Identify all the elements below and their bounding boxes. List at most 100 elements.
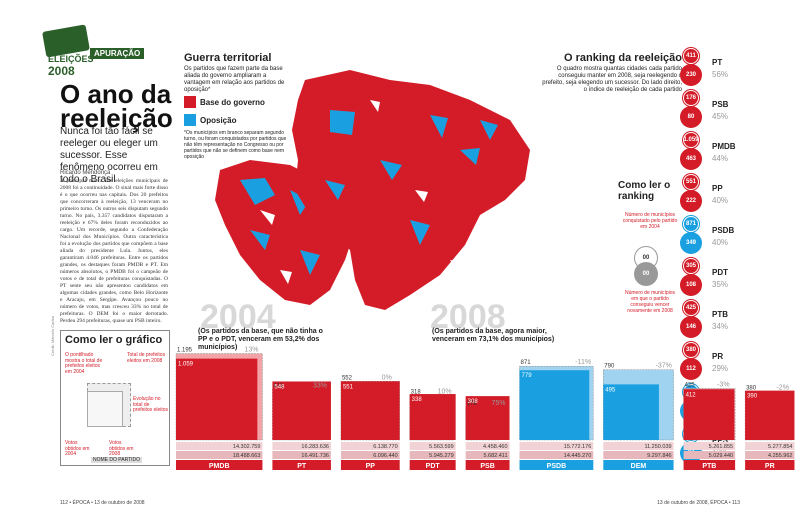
rank-party: PT (712, 58, 723, 67)
bar-2008 (465, 396, 510, 440)
bar-label-2008: 1.059 (178, 362, 194, 368)
change-label: 13% (244, 347, 258, 354)
year-2008: 2008 (430, 298, 506, 336)
votes-2004: 5.563.599 (429, 444, 453, 450)
rank-circle-2004: 380 (683, 342, 699, 358)
rank-party: PSB (712, 100, 729, 109)
votes-2004-bg (745, 442, 795, 450)
change-label: 10% (438, 388, 452, 395)
elections-badge: APURAÇÃO ELEIÇÕES 2008 (34, 22, 145, 78)
rank-party: PTB (712, 310, 728, 319)
votes-2008-bg (603, 451, 674, 459)
how-ranking-top: Número de municípios conquistado pelo pa… (622, 212, 678, 230)
party-tag (176, 460, 263, 470)
votes-2008: 9.297.846 (647, 453, 671, 459)
votes-2004-bg (519, 442, 594, 450)
article-body: A principal marca das eleições municipai… (60, 178, 168, 324)
howto-note5: Votos obtidos em 2008 (109, 440, 134, 457)
bar-2008 (603, 384, 659, 440)
change-label: 0% (382, 374, 392, 381)
bar-2008 (519, 370, 590, 440)
rank-party: PDT (712, 268, 728, 277)
party-name: PDT (426, 463, 441, 470)
party-tag (683, 460, 736, 470)
votes-2004-bg (409, 442, 456, 450)
bar-label-2008: 390 (747, 394, 758, 400)
bar-2008 (683, 389, 735, 440)
change-label: 33% (313, 382, 327, 389)
rank-circle-2008: 463 (680, 148, 702, 170)
bar-label-2008: 495 (605, 387, 616, 393)
bar-label-2004: 790 (604, 364, 615, 370)
party-name: PP (366, 463, 376, 470)
howto-note4: Votos obtidos em 2004 (65, 440, 90, 457)
votes-2008: 14.445.270 (564, 453, 592, 459)
votes-2004-bg (465, 442, 510, 450)
change-label: 75% (492, 400, 506, 407)
footer-left: 112 • ÉPOCA • 13 de outubro de 2008 (60, 500, 145, 506)
party-name: PSB (480, 463, 494, 470)
rank-circle-2008: 230 (680, 64, 702, 86)
rank-party: PP (712, 184, 723, 193)
change-label: -3% (717, 381, 729, 388)
page-title: O ano da reeleição (60, 79, 173, 133)
bar-2008 (272, 381, 331, 440)
rank-pct: 40% (712, 238, 729, 247)
ranking-title: O ranking da reeleição (564, 52, 682, 64)
footer-right: 13 de outubro de 2008, ÉPOCA • 113 (657, 500, 740, 506)
rank-party: PMDB (712, 142, 736, 151)
how-ranking-title: Como ler o ranking (618, 180, 671, 202)
ranking-desc: O quadro mostra quantas cidades cada par… (542, 66, 682, 93)
rank-pct: 56% (712, 70, 729, 79)
votes-2008-bg (340, 451, 400, 459)
rank-circle-2004: 425 (683, 300, 699, 316)
bar-label-2008: 338 (412, 397, 423, 403)
howto-note3: Evolução no total de prefeitos eleitos (133, 396, 169, 413)
rank-pct: 29% (712, 364, 729, 373)
legend-label-opposition: Oposição (200, 116, 237, 125)
votes-2004: 11.250.039 (644, 444, 671, 450)
bar-2008 (340, 381, 400, 440)
bar-label-2008: 779 (522, 373, 533, 379)
rank-pct: 45% (712, 112, 729, 121)
votes-2004-bg (340, 442, 400, 450)
rank-circle-2004: 871 (683, 216, 699, 232)
party-name: PTB (702, 463, 716, 470)
brazil-maps (215, 70, 530, 310)
votes-2008: 5.682.411 (483, 453, 507, 459)
year-2004: 2004 (200, 298, 276, 336)
votes-2004-bg (176, 442, 263, 450)
rank-pct: 40% (712, 196, 729, 205)
votes-2004: 6.138.770 (373, 444, 397, 450)
caption-2004: (Os partidos da base, que não tinha o PP… (198, 328, 323, 351)
votes-2008-bg (745, 451, 795, 459)
rank-pct: 34% (712, 322, 729, 331)
rank-party: PR (712, 352, 724, 361)
votes-2004: 5.261.855 (709, 444, 733, 450)
bar-label-2004: 318 (411, 389, 422, 395)
rank-circle-2004: 176 (683, 90, 699, 106)
votes-2004-bg (603, 442, 674, 450)
rank-circle-2004: 1.059 (683, 132, 699, 148)
rank-circle-2004: 411 (683, 48, 699, 64)
votes-2004: 4.458.460 (483, 444, 507, 450)
rank-pct: 44% (712, 154, 729, 163)
caption-2008: (Os partidos da base, agora maior, vence… (432, 328, 555, 343)
votes-2008-bg (465, 451, 510, 459)
legend-desc: Os partidos que fazem parte da base alia… (184, 66, 285, 93)
party-tag (603, 460, 674, 470)
party-tag (465, 460, 510, 470)
rank-circle-2008: 146 (680, 316, 702, 338)
votes-2008-bg (409, 451, 456, 459)
votes-2004-bg (683, 442, 736, 450)
party-tag (272, 460, 331, 470)
howto-note6: NOME DO PARTIDO (91, 457, 143, 463)
change-label: -2% (776, 384, 788, 391)
party-name: PT (297, 463, 307, 470)
howto-note2: Total de prefeitos eleitos em 2008 (127, 352, 166, 364)
howto-title: Como ler o gráfico (65, 334, 163, 346)
bar-label-2008: 548 (274, 384, 285, 390)
byline: Ricardo Mendonça (60, 170, 111, 176)
change-label: -37% (656, 363, 672, 370)
